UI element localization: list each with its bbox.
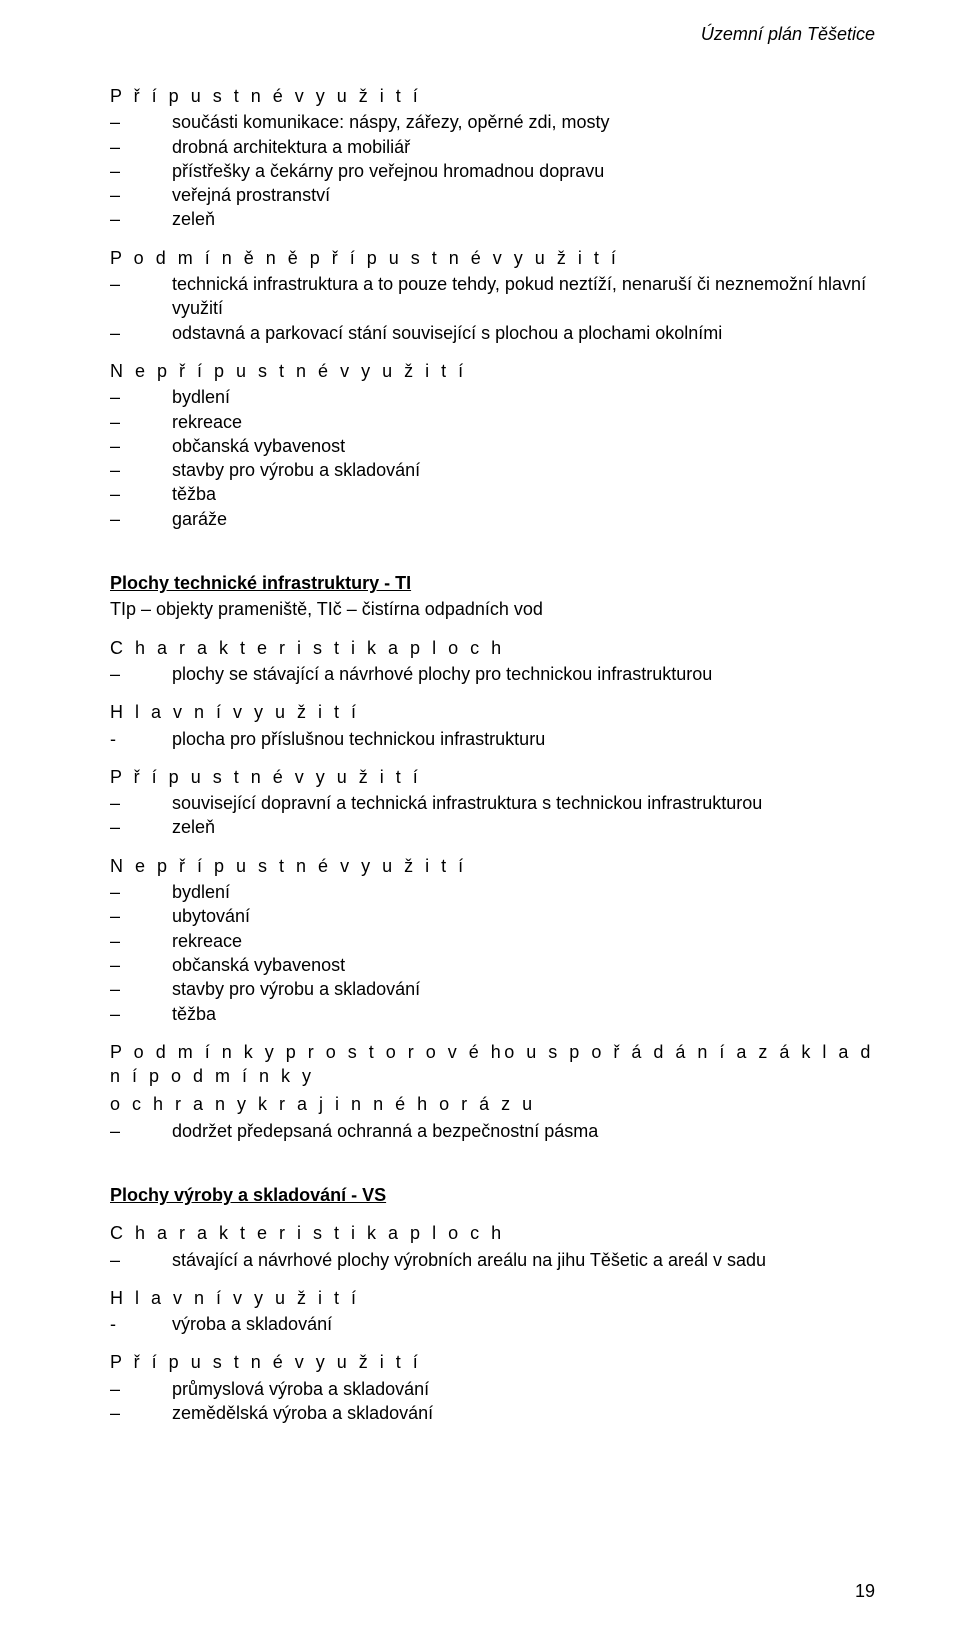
- list-item: bydlení: [110, 880, 875, 904]
- list-hlavni: plocha pro příslušnou technickou infrast…: [110, 727, 875, 751]
- list-item: plocha pro příslušnou technickou infrast…: [110, 727, 875, 751]
- list-item: plochy se stávající a návrhové plochy pr…: [110, 662, 875, 686]
- list-pripustne: průmyslová výroba a skladování zemědělsk…: [110, 1377, 875, 1426]
- heading-hlavni: H l a v n í v y u ž i t í: [110, 1286, 875, 1310]
- list-item: zeleň: [110, 207, 875, 231]
- list-item: bydlení: [110, 385, 875, 409]
- section-3: Plochy výroby a skladování - VS C h a r …: [110, 1183, 875, 1425]
- section-2: Plochy technické infrastruktury - TI TIp…: [110, 571, 875, 1143]
- list-item: garáže: [110, 507, 875, 531]
- list-pripustne: související dopravní a technická infrast…: [110, 791, 875, 840]
- list-item: těžba: [110, 1002, 875, 1026]
- list-item: součásti komunikace: náspy, zářezy, opěr…: [110, 110, 875, 134]
- list-pripustne: součásti komunikace: náspy, zářezy, opěr…: [110, 110, 875, 231]
- list-item: občanská vybavenost: [110, 434, 875, 458]
- list-item: ubytování: [110, 904, 875, 928]
- list-item: rekreace: [110, 410, 875, 434]
- section-1: P ř í p u s t n é v y u ž i t í součásti…: [110, 84, 875, 531]
- heading-charakteristika: C h a r a k t e r i s t i k a p l o c h: [110, 1221, 875, 1245]
- heading-pripustne: P ř í p u s t n é v y u ž i t í: [110, 765, 875, 789]
- heading-charakteristika: C h a r a k t e r i s t i k a p l o c h: [110, 636, 875, 660]
- list-item: výroba a skladování: [110, 1312, 875, 1336]
- list-nepripustne: bydlení rekreace občanská vybavenost sta…: [110, 385, 875, 531]
- list-item: drobná architektura a mobiliář: [110, 135, 875, 159]
- page-content: P ř í p u s t n é v y u ž i t í součásti…: [110, 30, 875, 1425]
- heading-hlavni: H l a v n í v y u ž i t í: [110, 700, 875, 724]
- heading-podminky-prostor-1: P o d m í n k y p r o s t o r o v é ho u…: [110, 1040, 875, 1089]
- list-item: stavby pro výrobu a skladování: [110, 458, 875, 482]
- list-item: stavby pro výrobu a skladování: [110, 977, 875, 1001]
- heading-pripustne: P ř í p u s t n é v y u ž i t í: [110, 1350, 875, 1374]
- document-header-title: Územní plán Těšetice: [701, 24, 875, 45]
- list-hlavni: výroba a skladování: [110, 1312, 875, 1336]
- list-item: související dopravní a technická infrast…: [110, 791, 875, 815]
- list-charakteristika: plochy se stávající a návrhové plochy pr…: [110, 662, 875, 686]
- heading-nepripustne: N e p ř í p u s t n é v y u ž i t í: [110, 854, 875, 878]
- list-item: dodržet předepsaná ochranná a bezpečnost…: [110, 1119, 875, 1143]
- list-nepripustne: bydlení ubytování rekreace občanská vyba…: [110, 880, 875, 1026]
- list-charakteristika: stávající a návrhové plochy výrobních ar…: [110, 1248, 875, 1272]
- list-item: veřejná prostranství: [110, 183, 875, 207]
- list-item: těžba: [110, 482, 875, 506]
- section-subtitle-ti: TIp – objekty prameniště, TIč – čistírna…: [110, 597, 875, 621]
- list-item: rekreace: [110, 929, 875, 953]
- list-item: zeleň: [110, 815, 875, 839]
- list-item: stávající a návrhové plochy výrobních ar…: [110, 1248, 875, 1272]
- list-item: přístřešky a čekárny pro veřejnou hromad…: [110, 159, 875, 183]
- page-number: 19: [855, 1581, 875, 1602]
- heading-nepripustne: N e p ř í p u s t n é v y u ž i t í: [110, 359, 875, 383]
- list-item: zemědělská výroba a skladování: [110, 1401, 875, 1425]
- section-title-vs: Plochy výroby a skladování - VS: [110, 1183, 875, 1207]
- list-item: občanská vybavenost: [110, 953, 875, 977]
- section-title-ti: Plochy technické infrastruktury - TI: [110, 571, 875, 595]
- heading-podminene: P o d m í n ě n ě p ř í p u s t n é v y …: [110, 246, 875, 270]
- list-podminene: technická infrastruktura a to pouze tehd…: [110, 272, 875, 345]
- list-podminky-prostor: dodržet předepsaná ochranná a bezpečnost…: [110, 1119, 875, 1143]
- list-item: odstavná a parkovací stání související s…: [110, 321, 875, 345]
- list-item: technická infrastruktura a to pouze tehd…: [110, 272, 875, 321]
- list-item: průmyslová výroba a skladování: [110, 1377, 875, 1401]
- heading-pripustne: P ř í p u s t n é v y u ž i t í: [110, 84, 875, 108]
- heading-podminky-prostor-2: o c h r a n y k r a j i n n é h o r á z …: [110, 1092, 875, 1116]
